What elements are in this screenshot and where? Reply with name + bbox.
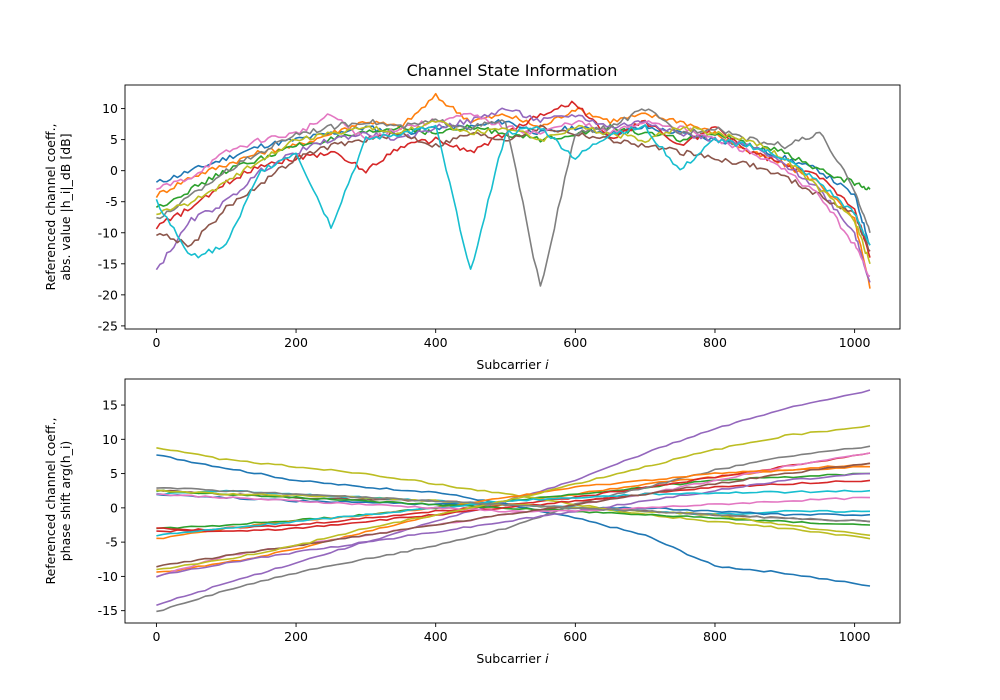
phase-y-tick-label: -10 xyxy=(98,569,118,584)
phase-y-tick-label: 0 xyxy=(110,500,118,515)
mag-series-line-3 xyxy=(155,100,871,258)
phase-series-line-19 xyxy=(156,424,871,571)
mag-y-axis-label: Referenced channel coeff.,abs. value |h_… xyxy=(43,123,73,290)
phase-y-tick-label: 10 xyxy=(102,432,118,447)
phase-y-tick-label: 5 xyxy=(110,466,118,481)
mag-y-tick-label: -20 xyxy=(98,287,118,302)
phase-series-line-18 xyxy=(156,462,871,568)
mag-x-tick-label: 400 xyxy=(424,335,448,350)
mag-x-tick-label: 0 xyxy=(152,335,160,350)
phase-y-tick-label: -5 xyxy=(106,535,118,550)
chart-title: Channel State Information xyxy=(407,61,618,80)
mag-x-tick-label: 200 xyxy=(284,335,308,350)
mag-y-tick-label: -25 xyxy=(98,318,118,333)
phase-series-line-17 xyxy=(156,493,871,513)
mag-x-tick-label: 600 xyxy=(563,335,587,350)
phase-plot-frame xyxy=(124,378,901,624)
phase-x-tick-label: 0 xyxy=(152,629,160,644)
mag-series-line-2 xyxy=(155,123,871,209)
phase-x-tick-label: 200 xyxy=(284,629,308,644)
mag-x-axis-label: Subcarrier i xyxy=(476,357,549,372)
mag-series-line-7 xyxy=(156,108,871,287)
phase-series-line-4 xyxy=(156,389,871,607)
phase-x-tick-label: 800 xyxy=(703,629,727,644)
mag-y-tick-label: -5 xyxy=(106,194,118,209)
mag-y-tick-label: -15 xyxy=(98,256,118,271)
phase-plot: 0 200 400 600 800 1000 -15 -10 -5 0 5 10 15 Subcarrie… xyxy=(43,378,901,666)
phase-series-line-8 xyxy=(156,447,871,540)
phase-x-tick-label: 400 xyxy=(424,629,448,644)
phase-series-line-12 xyxy=(156,489,871,526)
mag-series-line-8 xyxy=(156,120,871,265)
phase-series-line-13 xyxy=(156,479,871,533)
mag-series-line-6 xyxy=(156,112,871,277)
phase-y-tick-label: 15 xyxy=(102,398,118,413)
mag-plot-frame xyxy=(124,84,901,330)
phase-y-axis-label: Referenced channel coeff.,phase shift ar… xyxy=(43,417,73,584)
mag-y-tick-label: 0 xyxy=(110,163,118,178)
phase-y-tick-label: -15 xyxy=(98,603,118,618)
mag-x-tick-label: 800 xyxy=(703,335,727,350)
phase-x-tick-label: 600 xyxy=(563,629,587,644)
phase-series-line-14 xyxy=(156,472,871,578)
phase-x-axis-label: Subcarrier i xyxy=(476,651,549,666)
mag-y-tick-label: 5 xyxy=(110,132,118,147)
magnitude-plot: 0 200 400 600 800 1000 -25 -20 -15 -10 -5 0 5 10 Subca… xyxy=(43,84,901,372)
mag-x-tick-label: 1000 xyxy=(839,335,871,350)
mag-series-line-5 xyxy=(156,124,871,252)
phase-series-line-20 xyxy=(156,486,871,523)
mag-y-tick-label: 10 xyxy=(102,101,118,116)
mag-series-line-9 xyxy=(155,124,871,270)
phase-x-tick-label: 1000 xyxy=(839,629,871,644)
phase-series-line-7 xyxy=(156,445,871,613)
mag-y-tick-label: -10 xyxy=(98,225,118,240)
